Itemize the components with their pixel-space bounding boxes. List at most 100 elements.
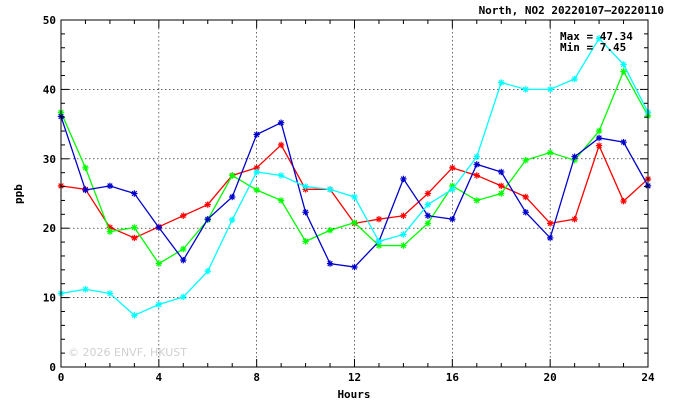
data-point xyxy=(351,219,358,226)
data-point xyxy=(620,61,627,68)
data-point xyxy=(229,216,236,224)
data-point xyxy=(155,224,163,231)
data-point xyxy=(326,186,334,193)
data-point xyxy=(277,119,285,126)
y-tick-label: 10 xyxy=(43,292,56,305)
data-point xyxy=(498,79,505,86)
y-tick-label: 0 xyxy=(49,361,56,374)
data-point xyxy=(620,68,627,75)
data-point xyxy=(82,186,89,194)
data-point xyxy=(400,231,407,238)
data-point xyxy=(277,141,285,149)
x-tick-label: 16 xyxy=(446,371,460,384)
data-point xyxy=(204,215,211,223)
data-point xyxy=(180,212,187,219)
data-point xyxy=(106,228,114,235)
data-point xyxy=(131,224,138,231)
data-point xyxy=(204,268,211,275)
data-point xyxy=(546,149,554,156)
data-point xyxy=(522,209,529,216)
x-tick-label: 20 xyxy=(544,371,557,384)
data-point xyxy=(375,242,383,249)
data-point xyxy=(546,220,554,227)
data-point xyxy=(131,234,138,242)
series-2 xyxy=(57,113,652,271)
y-tick-label: 40 xyxy=(43,83,56,96)
data-point xyxy=(302,183,309,190)
max-annotation: Max = 47.34 xyxy=(560,30,633,43)
y-tick-label: 50 xyxy=(43,14,56,27)
data-point xyxy=(424,190,432,197)
data-point xyxy=(375,238,383,245)
x-tick-label: 12 xyxy=(348,371,361,384)
data-point xyxy=(351,193,358,201)
data-point xyxy=(229,172,236,179)
data-point xyxy=(400,175,407,183)
data-point xyxy=(498,190,505,197)
data-point xyxy=(449,186,456,193)
x-tick-label: 4 xyxy=(156,371,163,384)
data-point xyxy=(595,142,603,149)
data-point xyxy=(424,212,432,219)
x-tick-label: 24 xyxy=(641,371,655,384)
data-point xyxy=(546,86,554,93)
data-point xyxy=(620,138,627,146)
data-point xyxy=(351,263,358,271)
data-point xyxy=(302,209,309,216)
data-point xyxy=(253,186,260,194)
data-point xyxy=(571,75,578,83)
tick-labels: 0 4 8 12 16 20 24 0 10 20 30 40 50 xyxy=(43,14,655,384)
watermark: © 2026 ENVF, HKUST xyxy=(68,346,187,359)
x-tick-label: 8 xyxy=(253,371,260,384)
data-point xyxy=(180,293,187,301)
data-point xyxy=(571,153,578,160)
data-point xyxy=(400,242,407,249)
data-point xyxy=(595,35,603,42)
data-point xyxy=(277,197,285,204)
data-point xyxy=(82,164,89,172)
data-point xyxy=(253,131,260,138)
data-point xyxy=(620,197,627,205)
data-point xyxy=(449,164,456,172)
data-point xyxy=(498,168,505,176)
data-point xyxy=(595,127,603,135)
min-annotation: Min = 7.45 xyxy=(560,41,626,54)
grid xyxy=(61,20,648,367)
data-point xyxy=(155,301,163,308)
data-point xyxy=(253,168,260,176)
data-point xyxy=(302,238,309,245)
data-point xyxy=(571,215,578,223)
data-point xyxy=(546,234,554,242)
x-tick-label: 0 xyxy=(58,371,65,384)
data-point xyxy=(375,215,383,223)
data-point xyxy=(473,197,480,204)
data-point xyxy=(229,193,236,201)
chart-title: North, NO2 20220107–20220110 xyxy=(479,4,664,17)
y-tick-label: 20 xyxy=(43,222,56,235)
data-point xyxy=(473,172,480,179)
data-point xyxy=(522,86,529,93)
data-point xyxy=(326,260,334,267)
data-point xyxy=(180,245,187,253)
data-point xyxy=(595,134,603,142)
data-point xyxy=(82,286,89,293)
data-point xyxy=(522,156,529,164)
data-point xyxy=(155,260,163,267)
data-point xyxy=(473,153,480,160)
data-point xyxy=(106,182,114,190)
data-point xyxy=(326,227,334,234)
data-point xyxy=(522,193,529,201)
data-point xyxy=(131,312,138,319)
y-tick-label: 30 xyxy=(43,153,56,166)
y-axis-label: ppb xyxy=(12,184,25,204)
data-point xyxy=(498,182,505,190)
ticks xyxy=(60,19,649,368)
x-axis-label: Hours xyxy=(337,388,370,401)
data-point xyxy=(400,212,407,219)
data-point xyxy=(473,161,480,168)
series-layer xyxy=(57,35,652,319)
data-point xyxy=(180,256,187,264)
data-point xyxy=(131,190,138,197)
